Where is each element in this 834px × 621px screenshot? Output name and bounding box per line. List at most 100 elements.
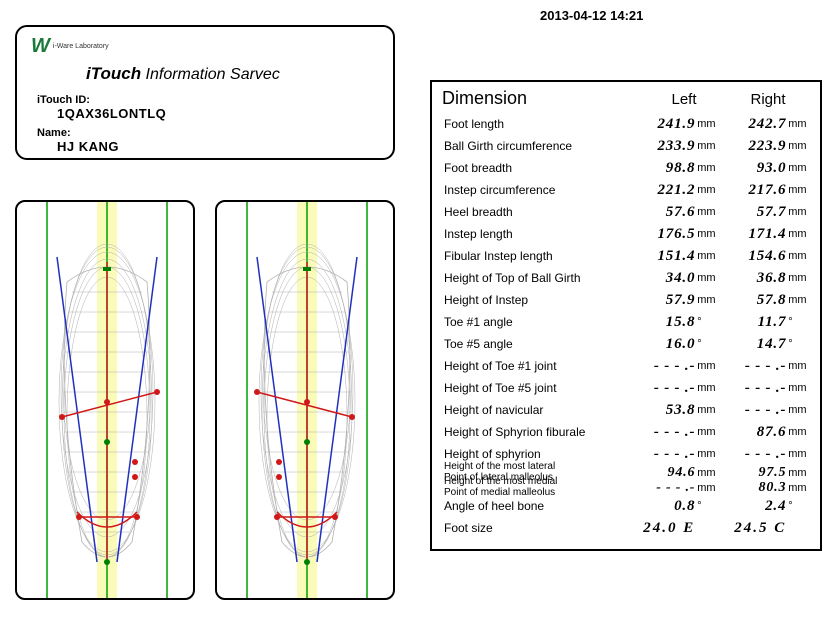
dimension-left-unit: mm <box>695 272 719 284</box>
dimension-left-unit: mm <box>695 382 719 394</box>
dimension-left-unit: mm <box>695 140 719 152</box>
dimension-label: Height of navicular <box>442 404 628 417</box>
dimension-right-unit: mm <box>786 404 810 416</box>
dimension-right-unit: ° <box>786 500 810 512</box>
foot-scan-left <box>15 200 195 600</box>
dimension-left-value: 98.8 <box>628 160 695 177</box>
dimension-left-unit: ° <box>695 316 719 328</box>
dimension-left-value: - - - .- <box>628 480 695 496</box>
dimension-left-value: 221.2 <box>628 182 695 199</box>
name-label: Name: <box>37 127 379 139</box>
dimension-label: Height of Instep <box>442 294 628 307</box>
dimension-label: Height of the most medial Point of media… <box>442 477 628 498</box>
dimension-right-unit: mm <box>786 184 810 196</box>
dimension-right-value: 223.9 <box>719 138 786 155</box>
dimension-left-value: 16.0 <box>628 336 695 353</box>
dimension-left-value: - - - .- <box>628 380 695 397</box>
dimension-row: Height of Top of Ball Girth34.0mm36.8mm <box>442 267 810 289</box>
dimension-row: Angle of heel bone0.8°2.4° <box>442 495 810 517</box>
dimension-right-unit: mm <box>786 228 810 240</box>
dimension-label: Ball Girth circumference <box>442 140 628 153</box>
dimension-right-value: 217.6 <box>719 182 786 199</box>
dimension-row: Height of Instep57.9mm57.8mm <box>442 289 810 311</box>
dimension-row: Toe #5 angle16.0°14.7° <box>442 333 810 355</box>
dimension-left-value: 0.8 <box>628 498 695 515</box>
dimension-left-unit: mm <box>695 426 719 438</box>
dimension-right-value: 57.8 <box>719 292 786 309</box>
dimension-label: Foot breadth <box>442 162 628 175</box>
dimension-left-value: 241.9 <box>628 116 695 133</box>
dimension-label: Foot length <box>442 118 628 131</box>
dimension-left-value: 233.9 <box>628 138 695 155</box>
dimension-left-value: 151.4 <box>628 248 695 265</box>
dimension-row: Foot size24.0 E24.5 C <box>442 517 810 539</box>
dimension-right-value: - - - .- <box>719 358 786 375</box>
dimension-left-unit: mm <box>695 118 719 130</box>
dimension-label: Toe #1 angle <box>442 316 628 329</box>
dimension-row: Height of Toe #1 joint- - - .-mm- - - .-… <box>442 355 810 377</box>
dimension-left-unit: mm <box>695 228 719 240</box>
id-label: iTouch ID: <box>37 94 379 106</box>
dimension-right-unit: mm <box>786 448 810 460</box>
dimension-right-unit: mm <box>786 482 810 494</box>
dimension-row: Fibular Instep length151.4mm154.6mm <box>442 245 810 267</box>
dimension-row: Toe #1 angle15.8°11.7° <box>442 311 810 333</box>
dimension-right-unit: mm <box>786 206 810 218</box>
dimension-row: Height of the most medial Point of media… <box>442 480 810 495</box>
dimension-right-value: 242.7 <box>719 116 786 133</box>
dimension-right-unit: mm <box>786 382 810 394</box>
dimension-left-unit: mm <box>695 250 719 262</box>
dimension-right-value: - - - .- <box>719 380 786 397</box>
dimension-left-value: 94.6 <box>628 465 695 481</box>
col-right-header: Right <box>726 91 810 108</box>
dimension-header: Dimension Left Right <box>442 88 810 109</box>
dimension-right-value: 97.5 <box>719 465 786 481</box>
dimension-left-unit: mm <box>695 360 719 372</box>
dimension-row: Instep circumference221.2mm217.6mm <box>442 179 810 201</box>
dimension-left-unit: mm <box>695 184 719 196</box>
dimension-right-unit: mm <box>786 140 810 152</box>
dimension-right-value: 14.7 <box>719 336 786 353</box>
dimension-panel: Dimension Left Right Foot length241.9mm2… <box>430 80 822 551</box>
foot-scan-right <box>215 200 395 600</box>
dimension-right-unit: ° <box>786 316 810 328</box>
dimension-left-unit: ° <box>695 500 719 512</box>
dimension-row: Heel breadth57.6mm57.7mm <box>442 201 810 223</box>
dimension-left-unit: mm <box>695 448 719 460</box>
dimension-right-unit: mm <box>786 294 810 306</box>
dimension-label: Height of Toe #5 joint <box>442 382 628 395</box>
dimension-row: Height of navicular53.8mm- - - .-mm <box>442 399 810 421</box>
dimension-right-value: 36.8 <box>719 270 786 287</box>
dimension-label: Fibular Instep length <box>442 250 628 263</box>
dimension-right-value: 24.5 C <box>719 520 786 537</box>
dimension-right-value: 93.0 <box>719 160 786 177</box>
dimension-row: Instep length176.5mm171.4mm <box>442 223 810 245</box>
info-card: W i-Ware Laboratory iTouch Information S… <box>15 25 395 160</box>
dimension-right-unit: mm <box>786 250 810 262</box>
dimension-left-value: 57.9 <box>628 292 695 309</box>
dimension-right-value: 2.4 <box>719 498 786 515</box>
dimension-label: Height of Sphyrion fiburale <box>442 426 628 439</box>
dimension-right-value: - - - .- <box>719 402 786 419</box>
service-title: iTouch Information Sarvec <box>86 64 379 84</box>
dimension-left-value: 53.8 <box>628 402 695 419</box>
dimension-label: Height of Top of Ball Girth <box>442 272 628 285</box>
dimension-right-unit: mm <box>786 426 810 438</box>
logo-row: W i-Ware Laboratory <box>31 35 379 58</box>
dimension-label: Height of sphyrion <box>442 448 628 461</box>
dimension-right-value: 80.3 <box>719 480 786 496</box>
dimension-row: Height of Toe #5 joint- - - .-mm- - - .-… <box>442 377 810 399</box>
dimension-label: Instep circumference <box>442 184 628 197</box>
dimension-left-value: 15.8 <box>628 314 695 331</box>
dimension-left-value: 176.5 <box>628 226 695 243</box>
dimension-right-unit: mm <box>786 162 810 174</box>
dimension-right-unit: ° <box>786 338 810 350</box>
dimension-right-value: 57.7 <box>719 204 786 221</box>
dimension-left-value: - - - .- <box>628 424 695 441</box>
dimension-left-unit: mm <box>695 206 719 218</box>
dimension-row: Foot length241.9mm242.7mm <box>442 113 810 135</box>
dimension-label: Heel breadth <box>442 206 628 219</box>
dimension-left-unit: mm <box>695 467 719 479</box>
dimension-left-unit: ° <box>695 338 719 350</box>
dimension-left-value: 34.0 <box>628 270 695 287</box>
